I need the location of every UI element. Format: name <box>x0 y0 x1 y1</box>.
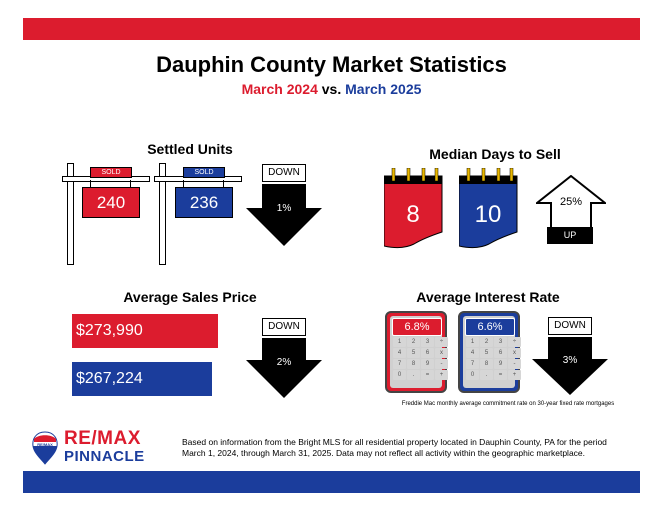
footer-line-2: March 1, 2024, through March 31, 2025. D… <box>182 448 586 458</box>
calculator-key: 6 <box>421 348 434 358</box>
subtitle-period-2024: March 2024 <box>241 81 318 97</box>
subtitle-vs: vs. <box>321 81 342 97</box>
sold-tag-2024: SOLD <box>90 167 132 178</box>
calculator-key: 1 <box>393 337 406 347</box>
median-days-2025: 10 <box>474 201 502 228</box>
top-red-bar <box>23 18 640 40</box>
calculator-key: . <box>407 370 420 380</box>
calculator-key: 5 <box>407 348 420 358</box>
calculator-2025: 6.6% 1 2 3 ÷ 4 5 6 x 7 8 9- 0. = + <box>458 311 522 393</box>
calculator-key: 8 <box>480 359 493 369</box>
calculator-key: 0 <box>393 370 406 380</box>
sign-hook <box>130 180 131 187</box>
brand-office: PINNACLE <box>64 448 145 465</box>
bottom-blue-bar <box>23 471 640 493</box>
calculator-key: 7 <box>393 359 406 369</box>
calculator-key: ÷ <box>508 337 521 347</box>
median-days-direction: UP <box>547 227 593 244</box>
calculator-key: 1 <box>466 337 479 347</box>
down-arrow-icon <box>532 337 608 395</box>
settled-units-direction: DOWN <box>262 164 306 182</box>
calculator-key: 6 <box>494 348 507 358</box>
page-subtitle: March 2024 vs. March 2025 <box>0 81 663 97</box>
calendar-icon <box>459 168 518 249</box>
calculator-key: 5 <box>480 348 493 358</box>
calculator-key: 7 <box>466 359 479 369</box>
avg-price-direction: DOWN <box>262 318 306 336</box>
avg-price-2024: $273,990 <box>72 314 218 348</box>
settled-units-2024: 240 <box>82 187 140 218</box>
settled-units-title: Settled Units <box>147 141 233 157</box>
footer-line-1: Based on information from the Bright MLS… <box>182 437 607 447</box>
calculator-key: 2 <box>480 337 493 347</box>
calculator-key: . <box>480 370 493 380</box>
balloon-logo-text: RE/MAX <box>37 442 53 447</box>
calculator-key: 4 <box>466 348 479 358</box>
median-days-2024: 8 <box>406 201 420 228</box>
interest-rate-change: 3% <box>562 355 578 366</box>
sign-hook <box>90 180 91 187</box>
page-title: Dauphin County Market Statistics <box>156 52 507 77</box>
avg-price-title: Average Sales Price <box>123 289 257 305</box>
balloon-logo-icon <box>32 431 58 465</box>
footer-disclaimer: Based on information from the Bright MLS… <box>182 437 622 459</box>
calculator-key: - <box>508 359 521 369</box>
calculator-key: 2 <box>407 337 420 347</box>
calculator-key: = <box>494 370 507 380</box>
calculator-key: = <box>421 370 434 380</box>
median-days-title: Median Days to Sell <box>429 146 561 162</box>
calculator-key: 3 <box>421 337 434 347</box>
calculator-key: + <box>508 370 521 380</box>
calculator-key: 3 <box>494 337 507 347</box>
calculator-key: x <box>508 348 521 358</box>
interest-rate-2025: 6.6% <box>465 318 515 336</box>
calculator-2024: 6.8% 1 2 3 ÷ 4 5 6 x 7 8 9- 0. = + <box>385 311 449 393</box>
calculator-key: - <box>435 359 448 369</box>
calendar-icon <box>384 168 443 249</box>
interest-rate-note: Freddie Mac monthly average commitment r… <box>401 401 615 407</box>
sign-hook <box>183 180 184 187</box>
calculator-key: 8 <box>407 359 420 369</box>
calculator-key: + <box>435 370 448 380</box>
interest-rate-direction: DOWN <box>548 317 592 335</box>
calculator-key: ÷ <box>435 337 448 347</box>
calculator-keys: 1 2 3 ÷ 4 5 6 x 7 8 9- 0. = + <box>393 337 449 380</box>
calculator-key: 4 <box>393 348 406 358</box>
avg-price-change: 2% <box>276 357 292 368</box>
sign-post-2024 <box>67 163 74 265</box>
calculator-key: 9 <box>421 359 434 369</box>
settled-units-2025: 236 <box>175 187 233 218</box>
sign-hook <box>223 180 224 187</box>
brand-line-1: RE/MAX <box>64 428 141 449</box>
interest-rate-title: Average Interest Rate <box>416 289 560 305</box>
settled-units-change: 1% <box>276 203 292 214</box>
median-days-change: 25% <box>559 196 583 208</box>
calculator-key: 0 <box>466 370 479 380</box>
interest-rate-2024: 6.8% <box>392 318 442 336</box>
down-arrow-icon <box>246 184 322 246</box>
calculator-key: 9 <box>494 359 507 369</box>
calculator-keys: 1 2 3 ÷ 4 5 6 x 7 8 9- 0. = + <box>466 337 522 380</box>
avg-price-2025: $267,224 <box>72 362 212 396</box>
sign-post-2025 <box>159 163 166 265</box>
brand-name: RE/MAX <box>64 428 141 450</box>
subtitle-period-2025: March 2025 <box>345 81 422 97</box>
calculator-key: x <box>435 348 448 358</box>
sold-tag-2025: SOLD <box>183 167 225 178</box>
down-arrow-icon <box>246 338 322 398</box>
